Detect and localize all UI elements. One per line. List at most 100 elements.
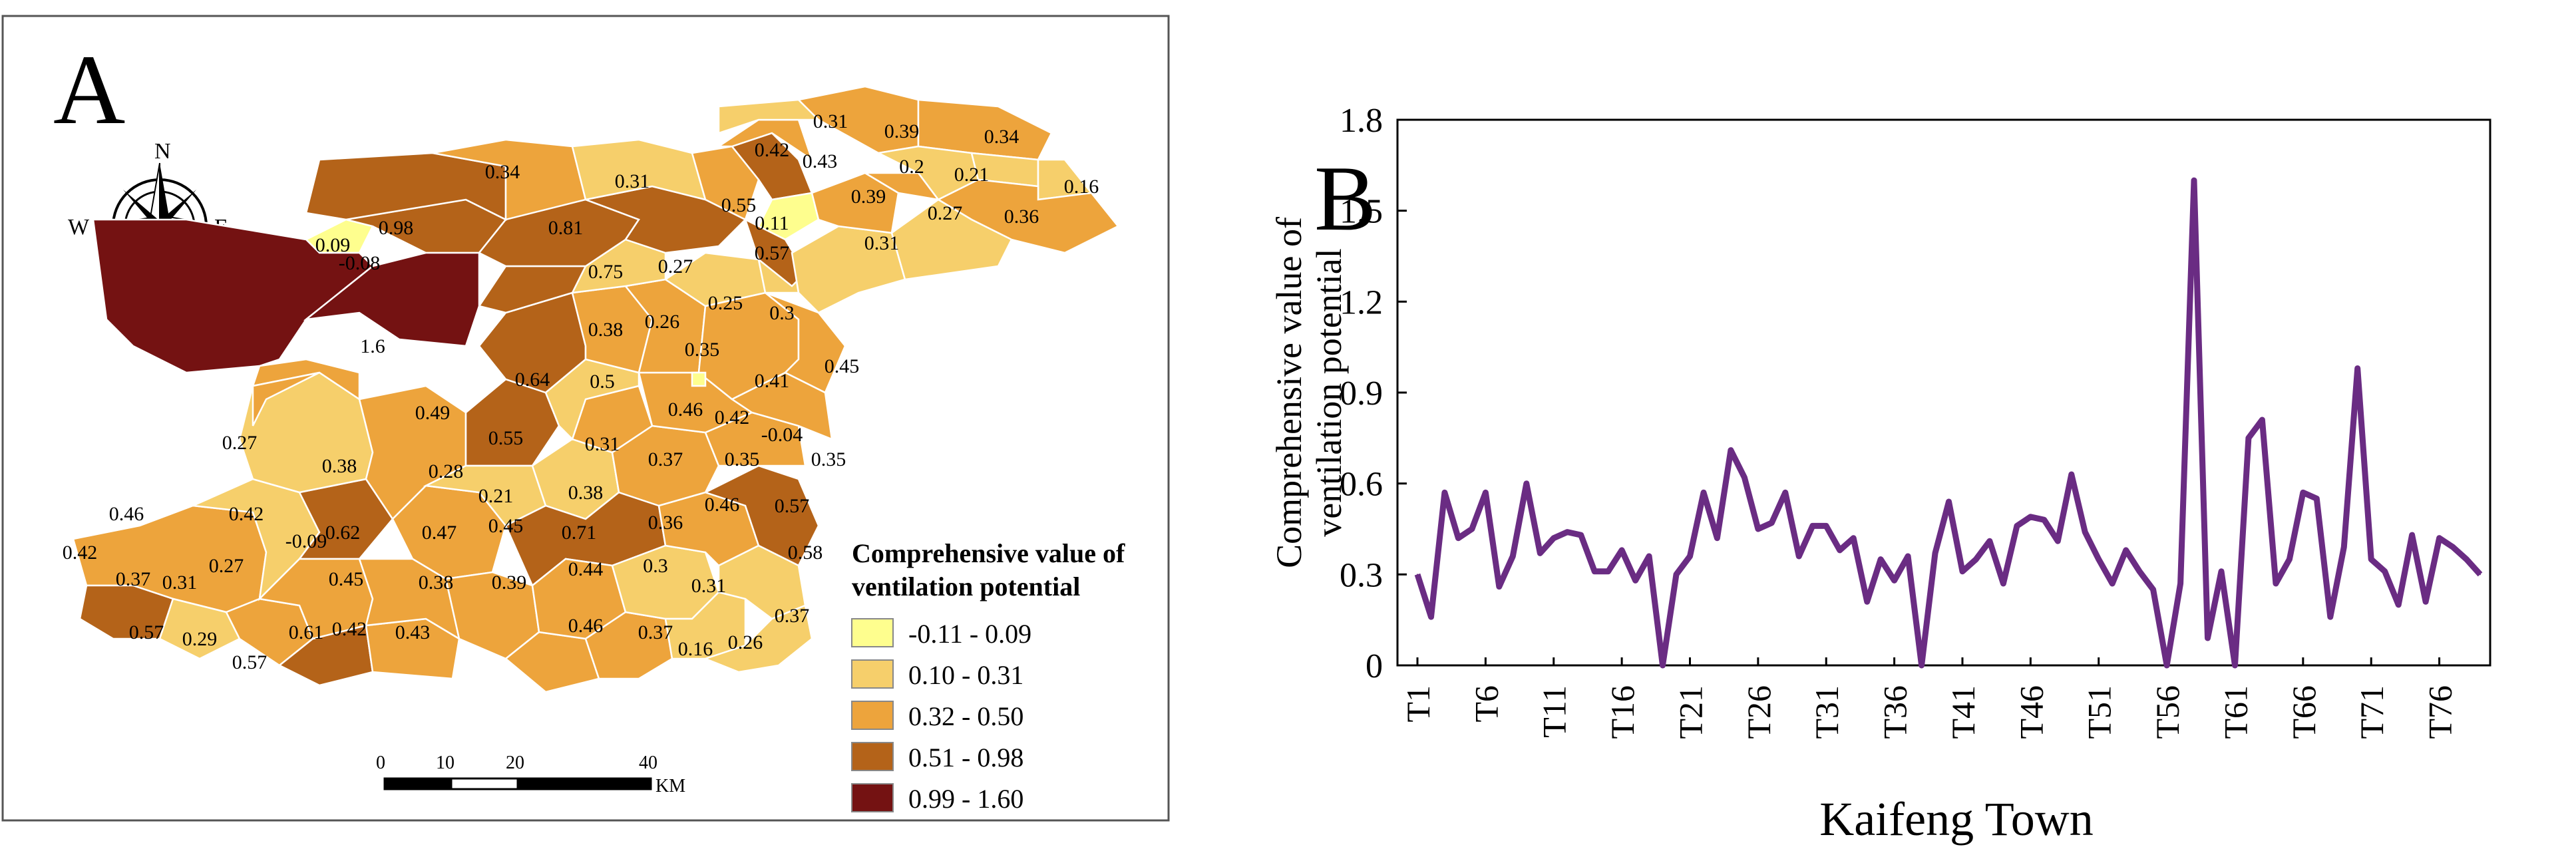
- line-chart: B 0 0.3 0.6 0.9 1.2 1.5 1.8 T1 T6 T11 T16 T21 T26 T31…: [1269, 102, 2491, 846]
- data-point: [1880, 558, 1882, 560]
- map-value-label: 0.58: [788, 542, 823, 564]
- data-point: [1498, 586, 1500, 588]
- map-region: [691, 145, 760, 221]
- data-point: [1430, 616, 1432, 618]
- legend-label-4: 0.99 - 1.60: [908, 784, 1023, 814]
- map-value-label: 0.64: [515, 369, 550, 391]
- map-value-label: 0.49: [415, 402, 451, 424]
- map-region: [664, 591, 747, 660]
- data-point: [1648, 556, 1650, 557]
- legend-swatch-3: [851, 742, 894, 771]
- map-value-label: 0.45: [488, 515, 524, 537]
- data-point: [1634, 580, 1636, 582]
- x-axis-label: Kaifeng Town: [1819, 792, 2094, 846]
- data-point: [2370, 558, 2372, 560]
- data-point: [1961, 570, 1963, 572]
- data-point: [1553, 537, 1555, 539]
- x-tick-label: T26: [1740, 685, 1777, 739]
- map-region: [743, 218, 807, 287]
- data-point: [2152, 589, 2154, 591]
- data-point: [1988, 540, 1990, 542]
- map-value-label: 0.45: [329, 568, 364, 590]
- map-value-label: 0.42: [63, 542, 98, 564]
- map-value-label: 0.25: [708, 292, 743, 314]
- map-region: [757, 192, 820, 241]
- map-value-label: 0.16: [1064, 176, 1099, 198]
- y-tick-label: 1.2: [1340, 283, 1383, 321]
- map-value-label: 0.31: [615, 170, 650, 192]
- data-point: [2384, 570, 2386, 572]
- x-tick-label: T76: [2422, 685, 2459, 739]
- data-point: [1662, 665, 1664, 666]
- map-value-label: 0.37: [638, 621, 673, 643]
- data-point: [1798, 556, 1800, 557]
- map-value-label: 0.2: [899, 156, 924, 178]
- map-value-label: 0.5: [590, 371, 615, 393]
- map-region: [765, 291, 846, 394]
- data-point: [2002, 583, 2004, 584]
- data-point: [2084, 531, 2086, 533]
- scale-tick-20: 20: [506, 753, 524, 773]
- map-region: [703, 604, 813, 673]
- map-value-label: 0.42: [229, 503, 264, 525]
- x-tick-label: T21: [1672, 685, 1709, 739]
- data-point: [1825, 525, 1827, 527]
- map-value-label: 0.36: [648, 512, 683, 534]
- data-point: [2398, 603, 2400, 605]
- map-value-label: 0.31: [162, 572, 198, 594]
- data-point: [1471, 528, 1473, 530]
- map-value-label: 0.34: [485, 161, 520, 183]
- map-value-label: 0.29: [182, 628, 218, 650]
- data-point: [1853, 537, 1855, 539]
- map-region: [358, 558, 460, 641]
- map-value-label: 0.27: [658, 256, 693, 277]
- data-point: [1716, 537, 1718, 539]
- data-point: [2234, 665, 2236, 666]
- legend-swatch-4: [851, 783, 894, 812]
- data-point: [2261, 419, 2263, 421]
- panel-a-map: A N S E W 0.310.390.340.420.430.20.210.1…: [0, 0, 1251, 850]
- data-point: [2030, 516, 2032, 518]
- map-value-label: 0.34: [984, 126, 1019, 148]
- map-value-label: 0.26: [645, 311, 680, 333]
- x-tick-label: T56: [2149, 685, 2186, 739]
- map-value-label: 0.41: [755, 370, 790, 392]
- data-point: [1457, 537, 1459, 539]
- data-point: [2166, 665, 2168, 666]
- x-tick-label: T51: [2081, 685, 2118, 739]
- map-value-label: 0.75: [588, 261, 624, 283]
- map-value-label: 0.3: [643, 555, 668, 577]
- data-point: [2289, 558, 2291, 560]
- map-regions: [72, 85, 1119, 693]
- data-point: [2438, 537, 2440, 539]
- data-point: [1607, 570, 1609, 572]
- data-point: [1689, 556, 1691, 557]
- map-value-label: 0.46: [705, 494, 740, 516]
- y-tick-label: 0.6: [1340, 466, 1383, 504]
- map-value-label: 0.31: [813, 110, 848, 132]
- data-point: [2452, 546, 2454, 548]
- map-value-label: 0.28: [429, 460, 464, 482]
- map-value-label: 0.43: [803, 150, 838, 172]
- data-point: [2016, 525, 2018, 527]
- data-point: [2125, 549, 2127, 551]
- map-value-label: 0.42: [715, 407, 750, 428]
- map-region: [703, 464, 820, 567]
- chart-series: [1414, 177, 2483, 669]
- map-value-label: 0.35: [811, 448, 846, 470]
- map-value-label: 0.46: [109, 503, 144, 525]
- map-value-label: 0.21: [478, 485, 514, 507]
- map-value-label: 0.57: [755, 242, 790, 264]
- data-point: [2356, 367, 2358, 369]
- x-tick-label: T46: [2012, 685, 2050, 739]
- data-point: [2466, 558, 2468, 560]
- data-point: [2098, 558, 2100, 560]
- x-tick-label: T11: [1536, 685, 1573, 738]
- compass-n: N: [154, 139, 171, 164]
- data-point: [1771, 522, 1773, 524]
- map-value-label: 0.37: [648, 448, 683, 470]
- map-legend: Comprehensive value of ventilation poten…: [851, 538, 1125, 814]
- data-point: [1744, 476, 1746, 478]
- map-value-label: 0.47: [422, 522, 457, 544]
- data-point: [1512, 556, 1514, 557]
